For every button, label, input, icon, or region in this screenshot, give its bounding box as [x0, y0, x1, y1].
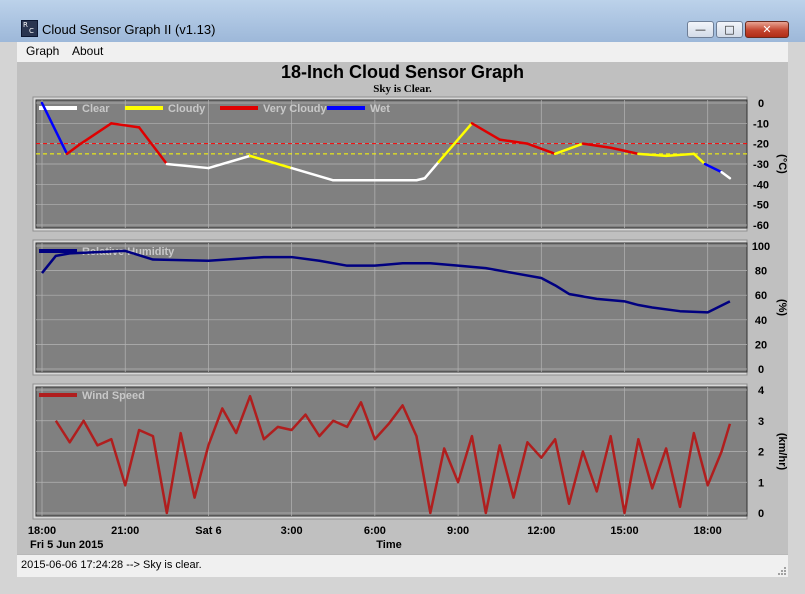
sky-temp-segment: [415, 176, 427, 182]
sky-temp-segment: [423, 160, 440, 180]
sky-temp-segment: [65, 142, 83, 156]
y-tick-label: 60: [755, 290, 767, 302]
y-tick-label: 0: [758, 98, 764, 110]
y-tick-label: 80: [755, 266, 767, 278]
y-tick-label: 3: [758, 416, 764, 428]
x-tick-label: 6:00: [364, 525, 386, 537]
legend-label: Cloudy: [168, 103, 206, 115]
resize-grip-icon[interactable]: [777, 566, 787, 576]
y-tick-label: -20: [753, 139, 769, 151]
chart-subtitle: Sky is Clear.: [373, 83, 432, 95]
sky-temp-segment: [720, 170, 732, 180]
relative-humidity-line: [41, 249, 731, 314]
window-title: Cloud Sensor Graph II (v1.13): [42, 22, 216, 37]
y-tick-label: 0: [758, 364, 764, 376]
sky-temp-segment: [664, 152, 696, 158]
x-tick-label: 3:00: [281, 525, 303, 537]
wind-speed-line: [54, 394, 732, 515]
y-axis-label: (%): [776, 299, 788, 316]
x-start-date: Fri 5 Jun 2015: [30, 539, 103, 551]
sky-temp-segment: [165, 162, 210, 170]
x-tick-label: 15:00: [610, 525, 638, 537]
plots-svg: 0 -10 -20 -30 -40 -50 -60 (°C) Clear Cloudy Very C…: [28, 96, 788, 551]
x-tick-label: Sat 6: [195, 525, 221, 537]
sky-temp-segment: [703, 162, 723, 174]
x-tick-label: 9:00: [447, 525, 469, 537]
y-tick-label: 1: [758, 477, 764, 489]
sky-temp-segment: [437, 122, 474, 164]
y-tick-label: 4: [758, 385, 765, 397]
sky-temp-segment: [498, 138, 529, 145]
sky-temp-segment: [581, 142, 612, 149]
x-tick-label: 21:00: [111, 525, 139, 537]
x-tick-label: 18:00: [694, 525, 722, 537]
close-icon: ✕: [762, 23, 772, 36]
y-tick-label: 0: [758, 508, 764, 520]
minimize-button[interactable]: —: [687, 21, 714, 38]
y-tick-label: -60: [753, 220, 769, 232]
graph-area: 18-Inch Cloud Sensor Graph Sky is Clear.…: [17, 62, 788, 554]
sky-temp-segment: [290, 166, 335, 182]
y-tick-label: -30: [753, 159, 769, 171]
sky-temp-segment: [637, 152, 668, 158]
x-axis-label: Time: [376, 539, 401, 551]
wind-speed-panel: 4 3 2 1 0 (km/hr) Wind Speed: [32, 383, 788, 520]
status-bar: 2015-06-06 17:24:28 --> Sky is clear.: [17, 554, 788, 577]
x-tick-label: 18:00: [28, 525, 56, 537]
sky-temp-segment: [553, 142, 585, 156]
legend-label: Wind Speed: [82, 390, 145, 402]
y-tick-label: 20: [755, 339, 767, 351]
minimize-icon: —: [695, 23, 706, 36]
sky-temp-segment: [137, 126, 169, 166]
y-tick-label: 100: [752, 241, 770, 253]
legend-label: Clear: [82, 103, 110, 115]
sky-temp-segment: [248, 154, 293, 170]
y-tick-label: -10: [753, 118, 769, 130]
sky-temp-segment: [110, 122, 141, 129]
y-tick-label: 2: [758, 447, 764, 459]
x-tick-label: 12:00: [527, 525, 555, 537]
legend-label: Wet: [370, 103, 390, 115]
sky-temp-segment: [526, 142, 557, 156]
status-text: 2015-06-06 17:24:28 --> Sky is clear.: [21, 559, 202, 571]
plot-background: [35, 242, 748, 373]
menu-graph[interactable]: Graph: [26, 44, 60, 58]
chart-title: 18-Inch Cloud Sensor Graph: [280, 62, 525, 82]
maximize-button[interactable]: □: [716, 21, 743, 38]
menu-about[interactable]: About: [72, 44, 104, 58]
maximize-icon: □: [724, 23, 735, 36]
sky-temp-segment: [40, 101, 69, 156]
y-tick-label: -40: [753, 179, 769, 191]
y-tick-label: -50: [753, 200, 769, 212]
y-axis-label: (°C): [776, 154, 788, 174]
close-button[interactable]: ✕: [745, 21, 789, 38]
y-axis-label: (km/hr): [776, 433, 788, 471]
menu-bar: Graph About: [17, 42, 788, 62]
y-tick-label: 40: [755, 315, 767, 327]
sky-temp-segment: [79, 122, 113, 145]
sky-temp-segment: [470, 122, 501, 141]
legend-label: Very Cloudy: [263, 103, 327, 115]
sky-temp-segment: [207, 154, 252, 170]
sky-temp-segment: [609, 146, 640, 156]
sky-temp-segment: [692, 152, 707, 166]
sky-temperature-panel: 0 -10 -20 -30 -40 -50 -60 (°C) Clear Cloudy Very C…: [32, 96, 788, 232]
